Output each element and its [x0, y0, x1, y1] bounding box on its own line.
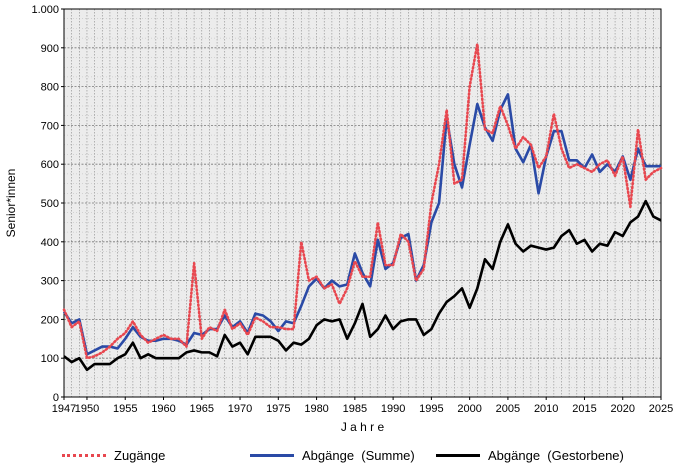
x-tick-label: 2010	[534, 403, 558, 415]
x-tick-label: 1970	[228, 403, 252, 415]
y-tick-label: 700	[41, 120, 59, 132]
y-tick-label: 800	[41, 82, 59, 94]
legend-item-abgaenge-summe: Abgänge (Summe)	[250, 444, 415, 466]
x-tick-label: 2000	[457, 403, 481, 415]
legend-item-zugaenge: Zugänge	[62, 444, 165, 466]
x-tick-label: 1955	[113, 403, 137, 415]
series-line-abgaenge-gestorbene	[63, 199, 662, 372]
legend-label-abgaenge-summe: Abgänge (Summe)	[302, 447, 415, 463]
y-tick-labels: 0 100 200 300 400 500 600 700 800 900 1.000	[31, 4, 64, 404]
y-tick-label: 400	[41, 237, 59, 249]
x-tick-label: 2015	[572, 403, 596, 415]
y-tick-label: 1.000	[31, 4, 59, 16]
x-tick-label: 1950	[75, 403, 99, 415]
x-tick-label: 1995	[419, 403, 443, 415]
x-tick-label: 2025	[649, 403, 673, 415]
legend-swatch-abgaenge-gestorbene	[436, 453, 480, 457]
legend-label-zugaenge: Zugänge	[114, 447, 166, 463]
x-tick-label: 1990	[381, 403, 405, 415]
legend-item-abgaenge-gestorbene: Abgänge (Gestorbene)	[436, 444, 624, 466]
y-tick-label: 300	[41, 276, 59, 288]
y-tick-label: 900	[41, 43, 59, 55]
series-layer	[62, 42, 663, 372]
x-tick-label: 1985	[343, 403, 367, 415]
y-axis-label: Senior*innen	[4, 169, 18, 238]
series-line-zugaenge	[62, 42, 663, 360]
legend: Zugänge Abgänge (Summe) Abgänge (Gestorb…	[0, 444, 682, 466]
y-tick-label: 500	[41, 198, 59, 210]
x-tick-label: 2005	[496, 403, 520, 415]
x-tick-label: 1980	[304, 403, 328, 415]
series-line-abgaenge-summe	[62, 93, 661, 356]
x-tick-label: 1975	[266, 403, 290, 415]
legend-label-abgaenge-gestorbene: Abgänge (Gestorbene)	[488, 447, 624, 463]
legend-swatch-abgaenge-summe	[250, 453, 294, 457]
x-axis-label: J a h r e	[341, 420, 385, 434]
y-tick-label: 100	[41, 353, 59, 365]
x-tick-label: 1965	[190, 403, 214, 415]
x-tick-label: 1947	[52, 403, 76, 415]
legend-swatch-zugaenge	[62, 453, 106, 457]
y-tick-label: 0	[53, 392, 59, 404]
x-tick-label: 1960	[151, 403, 175, 415]
y-tick-label: 200	[41, 314, 59, 326]
y-tick-label: 600	[41, 159, 59, 171]
chart-grid	[64, 9, 661, 397]
x-tick-label: 2020	[610, 403, 634, 415]
